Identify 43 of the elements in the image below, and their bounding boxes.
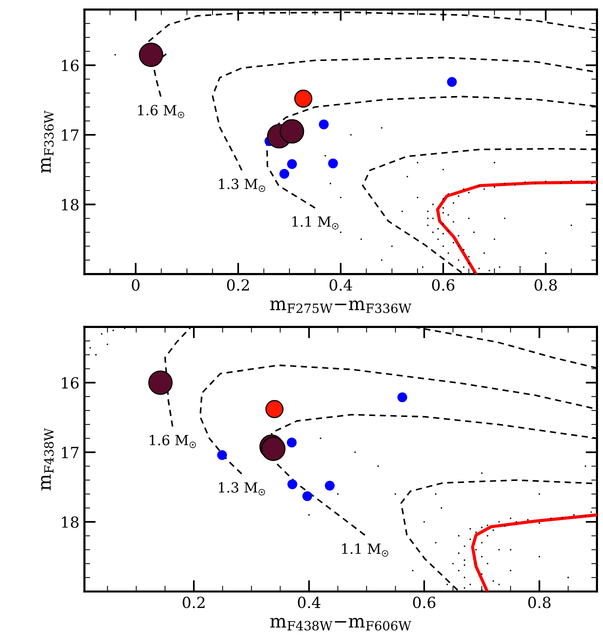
point bbox=[265, 400, 284, 418]
x-tick-label: 0.4 bbox=[330, 279, 352, 291]
y-axis-title: m$_{F336W}$ bbox=[41, 110, 54, 174]
x-tick-label: 0.2 bbox=[182, 596, 204, 608]
x-tick-label: 0.4 bbox=[298, 596, 320, 608]
y-tick-label: 16 bbox=[62, 377, 79, 389]
x-tick-label: 0.2 bbox=[227, 279, 249, 291]
point bbox=[287, 159, 297, 169]
y-tick-label: 16 bbox=[62, 60, 79, 72]
annotation: 1.3 M$_{☉}$ bbox=[219, 178, 266, 192]
annotation: 1.1 M$_{☉}$ bbox=[342, 543, 388, 557]
annotation: 1.6 M$_{☉}$ bbox=[138, 104, 184, 118]
line-series bbox=[471, 513, 597, 592]
annotation: 1.1 M$_{☉}$ bbox=[292, 216, 338, 230]
x-tick-label: 0.8 bbox=[534, 279, 557, 291]
point bbox=[148, 370, 173, 395]
annotation: 1.6 M$_{☉}$ bbox=[150, 434, 196, 448]
point bbox=[447, 77, 457, 87]
point bbox=[280, 119, 304, 144]
point bbox=[217, 450, 227, 460]
y-tick-label: 17 bbox=[62, 129, 78, 141]
x-tick-label: 0.8 bbox=[528, 596, 550, 608]
point bbox=[286, 438, 297, 448]
point bbox=[279, 168, 290, 179]
point bbox=[138, 42, 164, 67]
y-tick-label: 18 bbox=[62, 198, 79, 210]
point bbox=[318, 119, 329, 130]
y-axis-title: m$_{F438W}$ bbox=[41, 428, 54, 490]
point bbox=[294, 90, 312, 108]
y-tick-label: 17 bbox=[62, 446, 78, 458]
x-tick-label: 0.6 bbox=[432, 279, 454, 291]
x-tick-label: 0 bbox=[132, 279, 140, 291]
y-tick-label: 18 bbox=[62, 516, 79, 528]
point bbox=[328, 158, 338, 168]
point bbox=[397, 392, 408, 402]
line-series bbox=[436, 180, 597, 274]
point bbox=[302, 491, 312, 502]
point bbox=[324, 480, 335, 491]
x-axis-title: m$_{F275W}$−m$_{F336W}$ bbox=[270, 300, 412, 314]
x-tick-label: 0.6 bbox=[413, 596, 436, 608]
annotation: 1.3 M$_{☉}$ bbox=[218, 482, 266, 496]
x-axis-title: m$_{F438W}$−m$_{F606W}$ bbox=[270, 618, 412, 630]
point bbox=[287, 479, 298, 490]
